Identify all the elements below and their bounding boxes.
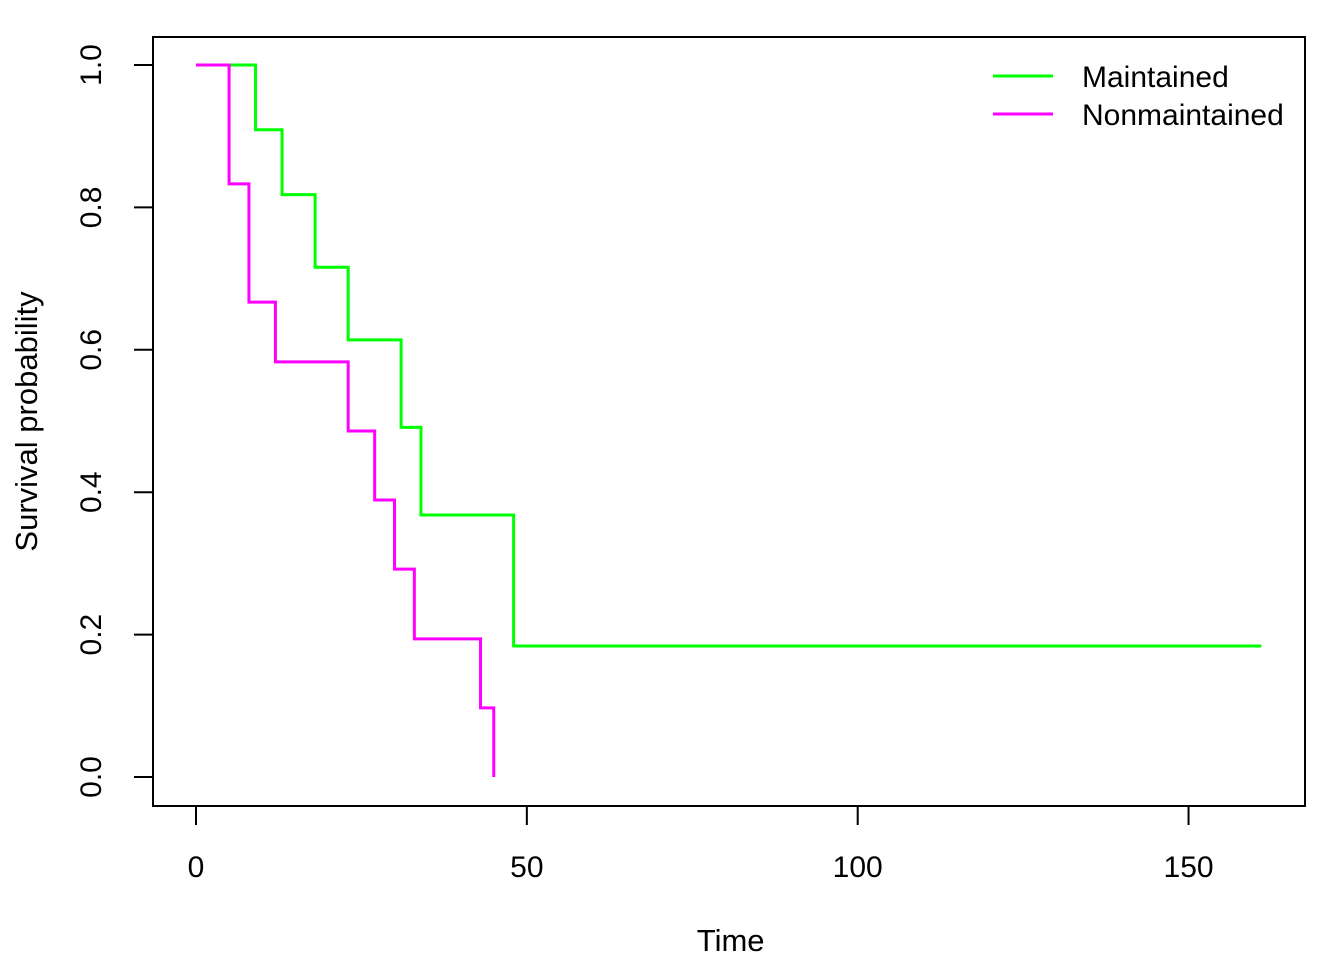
y-axis-tick-label: 0.2 xyxy=(75,614,108,656)
y-axis-label: Survival probability xyxy=(9,291,44,552)
y-axis-tick-label: 0.0 xyxy=(75,756,108,798)
y-axis-tick-label: 0.6 xyxy=(75,329,108,371)
legend-label-maintained: Maintained xyxy=(1082,61,1229,94)
legend: Maintained Nonmaintained xyxy=(993,61,1284,132)
x-axis-tick-label: 50 xyxy=(510,851,543,884)
y-axis-tick-label: 1.0 xyxy=(75,44,108,86)
survival-curve-nonmaintained xyxy=(196,63,496,777)
y-axis-tick-label: 0.4 xyxy=(75,471,108,513)
survival-curve-maintained xyxy=(196,63,1262,648)
x-axis-tick-label: 100 xyxy=(833,851,883,884)
x-axis-tick-label: 0 xyxy=(188,851,205,884)
y-axis-tick-label: 0.8 xyxy=(75,187,108,229)
legend-label-nonmaintained: Nonmaintained xyxy=(1082,99,1284,132)
plot-border xyxy=(152,36,1306,807)
x-axis-tick-label: 150 xyxy=(1164,851,1214,884)
x-axis-label: Time xyxy=(697,923,765,958)
